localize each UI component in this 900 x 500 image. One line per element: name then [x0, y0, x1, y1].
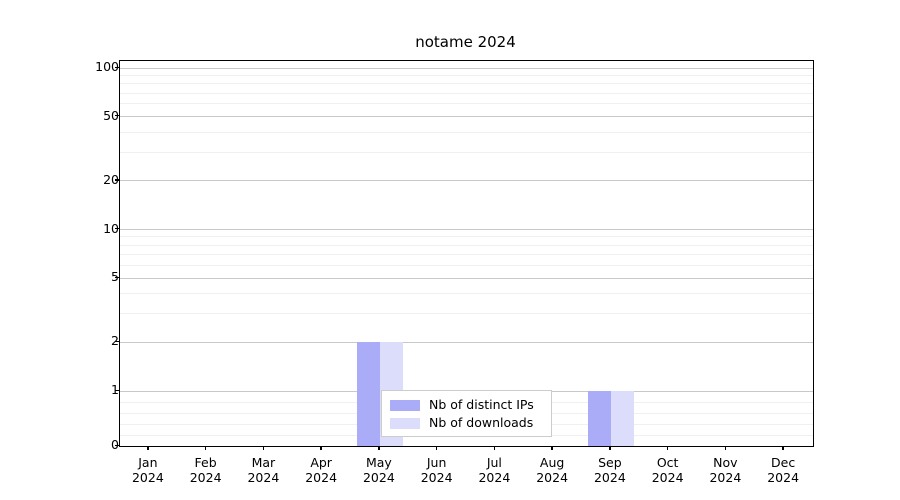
gridline-minor [120, 254, 813, 256]
x-tick-month: Jun [426, 455, 447, 470]
x-tick-label: Apr 2024 [281, 455, 361, 485]
x-tick-mark [666, 446, 669, 450]
x-tick-year: 2024 [593, 470, 626, 485]
x-tick-year: 2024 [305, 470, 338, 485]
x-tick-label: Jan 2024 [108, 455, 188, 485]
x-tick-month: Oct [656, 455, 679, 470]
x-tick-label: Jun 2024 [397, 455, 477, 485]
y-tick-label: 5 [79, 270, 119, 283]
x-tick-label: May 2024 [339, 455, 419, 485]
gridline-minor [120, 244, 813, 246]
x-tick-month: May [365, 455, 392, 470]
x-tick-mark [147, 446, 149, 450]
x-tick-year: 2024 [362, 470, 395, 485]
bar-downloads [610, 391, 634, 446]
legend-item-downloads[interactable]: Nb of downloads [390, 414, 543, 432]
y-tick-mark [115, 179, 119, 181]
gridline-minor [120, 131, 813, 133]
y-tick-label: 50 [103, 107, 119, 123]
x-axis: Jan 2024 Feb 2024 Mar 2024 Apr 2024 May 2024 Jun 20… [119, 446, 812, 496]
x-tick-mark [609, 446, 611, 450]
gridline-major [120, 67, 813, 69]
gridline-major [120, 180, 813, 182]
legend-label-downloads: Nb of downloads [429, 415, 534, 430]
x-tick-label: Dec 2024 [743, 455, 823, 485]
y-tick-mark [115, 66, 119, 68]
x-tick-month: Dec [771, 455, 796, 470]
gridline-minor [120, 83, 813, 85]
x-tick-year: 2024 [767, 470, 800, 485]
x-tick-label: Nov 2024 [685, 455, 765, 485]
y-tick-mark [115, 115, 119, 117]
gridline-major [120, 229, 813, 230]
y-tick-mark [115, 340, 119, 343]
gridline-major [120, 116, 813, 118]
x-tick-month: Apr [310, 455, 332, 470]
y-tick-mark [115, 228, 119, 230]
x-tick-mark [378, 446, 380, 450]
x-tick-year: 2024 [420, 470, 453, 485]
x-tick-mark [493, 446, 496, 450]
x-tick-year: 2024 [651, 470, 684, 485]
y-tick-label: 100 [95, 59, 119, 74]
chart-title: notame 2024 [415, 33, 516, 51]
bar-distinct-ips [587, 391, 611, 446]
x-tick-month: Sep [598, 455, 622, 470]
x-tick-label: Oct 2024 [628, 455, 708, 485]
x-tick-label: Jul 2024 [454, 455, 534, 485]
x-tick-mark [262, 446, 265, 450]
x-tick-mark [782, 446, 784, 450]
plot-inner [120, 61, 813, 446]
x-tick-mark [320, 446, 322, 450]
x-tick-month: Mar [251, 455, 276, 470]
x-tick-month: Jan [138, 455, 158, 470]
x-tick-label: Mar 2024 [223, 455, 303, 485]
gridline-minor [120, 264, 813, 266]
y-tick-label: 1 [79, 383, 119, 396]
x-tick-mark [724, 446, 727, 450]
y-axis: 0 1 2 5 10 20 50 100 [70, 59, 119, 451]
gridline-minor [120, 103, 813, 105]
gridline-minor [120, 236, 813, 238]
y-tick-label: 0 [79, 438, 119, 451]
x-tick-mark [551, 446, 553, 450]
x-tick-label: Sep 2024 [570, 455, 650, 485]
chart-legend: Nb of distinct IPs Nb of downloads [381, 390, 552, 437]
gridline-minor [120, 151, 813, 153]
gridline-minor [120, 92, 813, 94]
x-tick-month: Jul [486, 455, 502, 470]
x-tick-label: Aug 2024 [512, 455, 592, 485]
x-tick-month: Nov [713, 455, 738, 470]
x-tick-label: Feb 2024 [166, 455, 246, 485]
x-tick-year: 2024 [709, 470, 742, 485]
x-tick-year: 2024 [247, 470, 280, 485]
y-tick-label: 10 [103, 220, 119, 236]
x-tick-year: 2024 [478, 470, 511, 485]
legend-label-ips: Nb of distinct IPs [429, 397, 534, 412]
y-tick-label: 20 [103, 171, 119, 187]
legend-swatch-icon-downloads [390, 417, 420, 429]
y-tick-mark [115, 444, 119, 446]
gridline-major [120, 341, 813, 343]
y-tick-label: 2 [79, 335, 119, 348]
legend-swatch-icon-ips [390, 399, 420, 411]
x-tick-mark [204, 446, 207, 450]
gridline-minor [120, 313, 813, 315]
x-tick-year: 2024 [189, 470, 222, 485]
gridline-major [120, 445, 813, 446]
x-tick-year: 2024 [131, 470, 164, 485]
legend-item-ips[interactable]: Nb of distinct IPs [390, 396, 543, 414]
x-tick-month: Aug [539, 455, 565, 470]
bar-distinct-ips [356, 342, 380, 446]
x-tick-mark [435, 446, 438, 450]
y-tick-mark [115, 276, 119, 278]
x-tick-year: 2024 [536, 470, 569, 485]
gridline-minor [120, 74, 813, 76]
gridline-minor [120, 293, 813, 295]
y-tick-mark [115, 389, 119, 391]
gridline-major [120, 277, 813, 279]
plot-area [119, 60, 814, 447]
x-tick-month: Feb [194, 455, 217, 470]
